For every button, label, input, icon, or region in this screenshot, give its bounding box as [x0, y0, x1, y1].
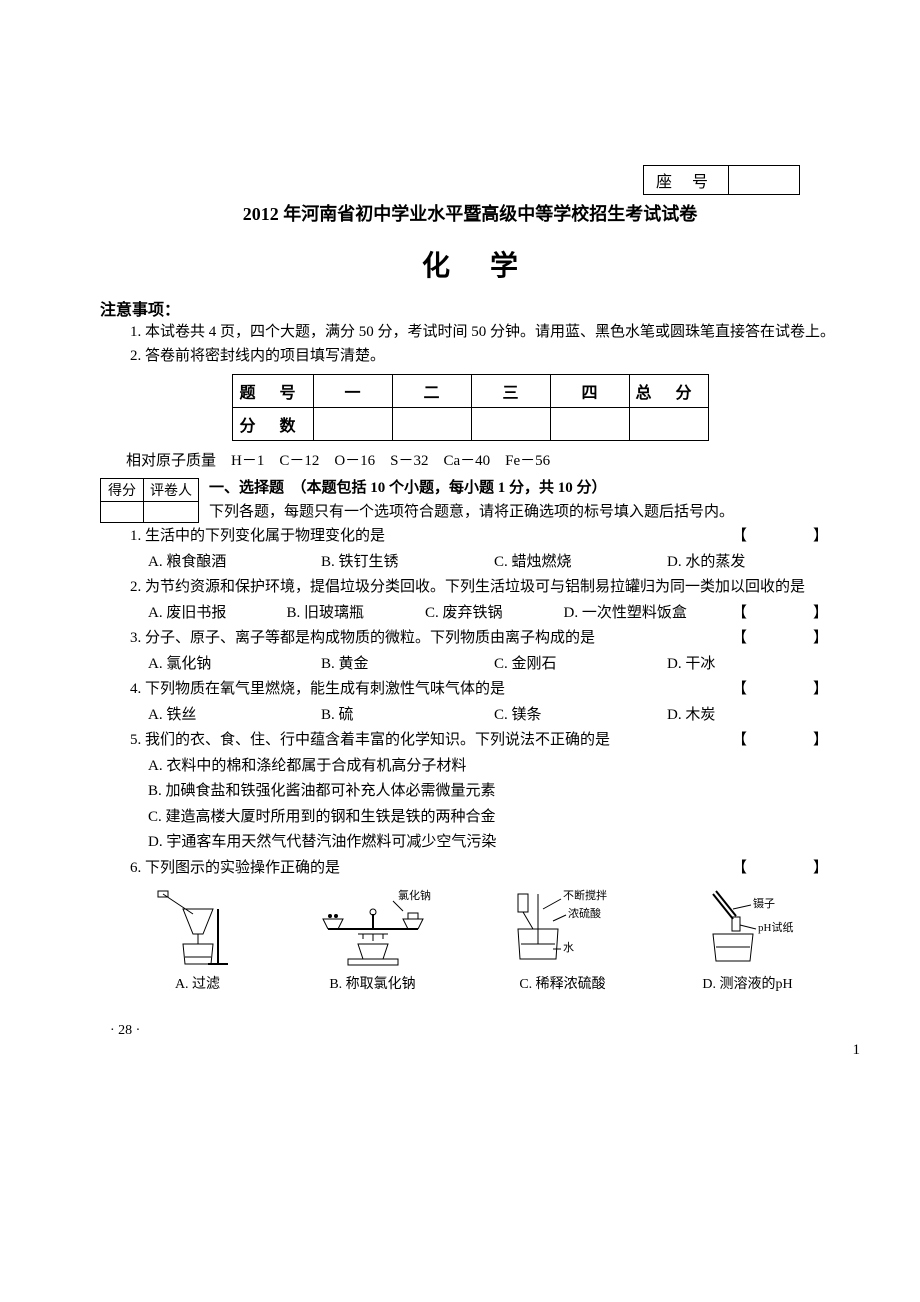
filter-icon	[153, 889, 243, 969]
score-col-1: 一	[313, 375, 392, 408]
svg-text:浓硫酸: 浓硫酸	[568, 906, 601, 920]
question-5: 5. 我们的衣、食、住、行中蕴含着丰富的化学知识。下列说法不正确的是 【 】 A…	[100, 728, 840, 856]
diagram-c: 不断搅拌 浓硫酸 水 C. 稀释浓硫酸	[503, 889, 623, 993]
question-1: 1. 生活中的下列变化属于物理变化的是 【 】 A. 粮食酿酒 B. 铁钉生锈 …	[100, 524, 840, 575]
score-cell[interactable]	[629, 408, 708, 441]
q1-opt-b: B. 铁钉生锈	[321, 550, 494, 576]
foot-number: 1	[853, 1042, 861, 1059]
score-col-4: 四	[550, 375, 629, 408]
diagram-d-label: D. 测溶液的pH	[688, 973, 808, 993]
grader-score-label: 得分	[101, 479, 144, 502]
question-6: 6. 下列图示的实验操作正确的是 【 】	[100, 856, 840, 882]
q1-opt-d: D. 水的蒸发	[667, 550, 840, 576]
score-col-3: 三	[471, 375, 550, 408]
score-total: 总 分	[629, 375, 708, 408]
score-cell[interactable]	[471, 408, 550, 441]
section1-desc: 下列各题，每题只有一个选项符合题意，请将正确选项的标号填入题后括号内。	[209, 504, 734, 520]
page-number: · 28 ·	[110, 1023, 840, 1039]
diagram-d: 镊子 pH试纸 D. 测溶液的pH	[688, 889, 808, 993]
seat-label: 座 号	[644, 166, 729, 194]
grader-score-cell[interactable]	[101, 502, 144, 523]
q1-stem: 1. 生活中的下列变化属于物理变化的是	[130, 528, 385, 544]
svg-text:不断搅拌: 不断搅拌	[563, 889, 607, 902]
q5-opt-d: D. 宇通客车用天然气代替汽油作燃料可减少空气污染	[148, 830, 840, 856]
question-4: 4. 下列物质在氧气里燃烧，能生成有刺激性气味气体的是 【 】 A. 铁丝 B.…	[100, 677, 840, 728]
q4-opt-d: D. 木炭	[667, 703, 840, 729]
section1-title: 一、选择题 （本题包括 10 个小题，每小题 1 分，共 10 分）	[209, 480, 607, 496]
svg-text:氯化钠: 氯化钠	[398, 889, 431, 902]
q2-opt-b: B. 旧玻璃瓶	[287, 601, 426, 627]
notice-header: 注意事项：	[100, 296, 840, 320]
atomic-mass: 相对原子质量 H－1 C－12 O－16 S－32 Ca－40 Fe－56	[126, 449, 840, 470]
q3-opt-d: D. 干冰	[667, 652, 840, 678]
question-3: 3. 分子、原子、离子等都是构成物质的微粒。下列物质由离子构成的是 【 】 A.…	[100, 626, 840, 677]
answer-bracket[interactable]: 【 】	[702, 677, 840, 703]
q3-opt-a: A. 氯化钠	[148, 652, 321, 678]
answer-bracket[interactable]: 【 】	[702, 856, 840, 882]
diagram-row: A. 过滤 氯化钠 B. 称取氯化钠	[120, 889, 840, 993]
score-table: 题 号 一 二 三 四 总 分 分 数	[232, 374, 709, 441]
q2-opt-d: D. 一次性塑料饭盒	[564, 601, 703, 627]
q5-stem: 5. 我们的衣、食、住、行中蕴含着丰富的化学知识。下列说法不正确的是	[130, 732, 610, 748]
q1-opt-c: C. 蜡烛燃烧	[494, 550, 667, 576]
answer-bracket[interactable]: 【 】	[702, 524, 840, 550]
diagram-a-label: A. 过滤	[153, 973, 243, 993]
diagram-b: 氯化钠 B. 称取氯化钠	[308, 889, 438, 993]
score-row1-label: 题 号	[232, 375, 313, 408]
q4-stem: 4. 下列物质在氧气里燃烧，能生成有刺激性气味气体的是	[130, 681, 505, 697]
seat-blank[interactable]	[729, 166, 799, 194]
q2-opt-a: A. 废旧书报	[148, 601, 287, 627]
dilute-icon: 不断搅拌 浓硫酸 水	[503, 889, 623, 969]
question-2: 2. 为节约资源和保护环境，提倡垃圾分类回收。下列生活垃圾可与铝制易拉罐归为同一…	[100, 575, 840, 626]
answer-bracket[interactable]: 【 】	[702, 626, 840, 652]
diagram-b-label: B. 称取氯化钠	[308, 973, 438, 993]
q3-opt-b: B. 黄金	[321, 652, 494, 678]
notice-item-1: 1. 本试卷共 4 页，四个大题，满分 50 分，考试时间 50 分钟。请用蓝、…	[100, 320, 840, 344]
score-cell[interactable]	[550, 408, 629, 441]
grader-person-label: 评卷人	[144, 479, 199, 502]
q4-opt-b: B. 硫	[321, 703, 494, 729]
svg-text:pH试纸: pH试纸	[758, 921, 793, 934]
svg-text:水: 水	[563, 941, 574, 954]
q2-opt-c: C. 废弃铁锅	[425, 601, 564, 627]
q3-opt-c: C. 金刚石	[494, 652, 667, 678]
score-cell[interactable]	[392, 408, 471, 441]
notice-item-2: 2. 答卷前将密封线内的项目填写清楚。	[100, 344, 840, 368]
answer-bracket[interactable]: 【 】	[702, 601, 840, 627]
q3-stem: 3. 分子、原子、离子等都是构成物质的微粒。下列物质由离子构成的是	[130, 630, 595, 646]
grader-person-cell[interactable]	[144, 502, 199, 523]
q1-opt-a: A. 粮食酿酒	[148, 550, 321, 576]
q6-stem: 6. 下列图示的实验操作正确的是	[130, 860, 340, 876]
answer-bracket[interactable]: 【 】	[702, 728, 840, 754]
diagram-c-label: C. 稀释浓硫酸	[503, 973, 623, 993]
q4-opt-a: A. 铁丝	[148, 703, 321, 729]
subject-title: 化学	[140, 244, 840, 284]
score-cell[interactable]	[313, 408, 392, 441]
ph-icon: 镊子 pH试纸	[688, 889, 808, 969]
score-row2-label: 分 数	[232, 408, 313, 441]
score-col-2: 二	[392, 375, 471, 408]
q5-opt-c: C. 建造高楼大厦时所用到的钢和生铁是铁的两种合金	[148, 805, 840, 831]
exam-title: 2012 年河南省初中学业水平暨高级中等学校招生考试试卷	[100, 200, 840, 226]
q5-opt-a: A. 衣料中的棉和涤纶都属于合成有机高分子材料	[148, 754, 840, 780]
balance-icon: 氯化钠	[308, 889, 438, 969]
q2-stem: 2. 为节约资源和保护环境，提倡垃圾分类回收。下列生活垃圾可与铝制易拉罐归为同一…	[130, 579, 805, 595]
q5-opt-b: B. 加碘食盐和铁强化酱油都可补充人体必需微量元素	[148, 779, 840, 805]
diagram-a: A. 过滤	[153, 889, 243, 993]
q4-opt-c: C. 镁条	[494, 703, 667, 729]
svg-text:镊子: 镊子	[753, 897, 775, 910]
grader-box: 得分 评卷人	[100, 478, 199, 523]
seat-number-box: 座 号	[643, 165, 800, 195]
